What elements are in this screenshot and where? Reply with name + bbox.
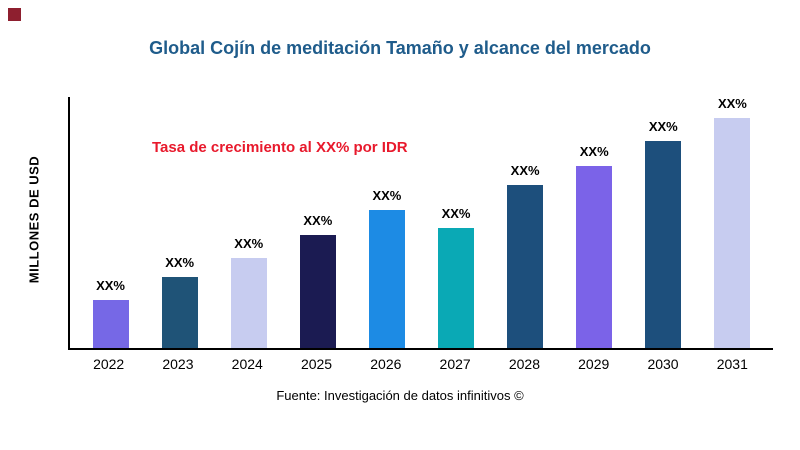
bar-value-label: XX% (372, 188, 402, 203)
bar (507, 185, 544, 348)
bar-column: XX% (283, 213, 352, 348)
bar-value-label: XX% (441, 206, 471, 221)
bar-value-label: XX% (579, 144, 609, 159)
x-tick-label: 2023 (162, 356, 194, 372)
bar-column: XX% (214, 236, 283, 348)
source-credit: Fuente: Investigación de datos infinitiv… (276, 388, 524, 403)
x-axis-ticks: 2022 2023 2024 2025 2026 2027 2028 2029 2030 2031 (68, 356, 773, 372)
bar-column: XX% (145, 255, 214, 348)
x-tick-label: 2026 (370, 356, 402, 372)
bar (438, 228, 475, 348)
x-tick-label: 2031 (716, 356, 748, 372)
bar-column: XX% (698, 96, 767, 348)
bar-value-label: XX% (303, 213, 333, 228)
bar (161, 277, 198, 348)
bar-column: XX% (421, 206, 490, 348)
x-tick-label: 2025 (300, 356, 333, 372)
x-tick-label: 2027 (439, 356, 471, 372)
bar (230, 258, 267, 348)
x-tick-label: 2024 (231, 356, 263, 372)
bar-column: XX% (560, 144, 629, 348)
bar-value-label: XX% (648, 119, 678, 134)
y-axis-label: MILLONES DE USD (26, 155, 42, 284)
bar-value-label: XX% (96, 278, 125, 293)
x-tick-label: 2028 (508, 356, 540, 372)
bar (299, 235, 336, 348)
plot-area: Tasa de crecimiento al XX% por IDR XX% XX… (68, 96, 773, 350)
chart-title: Global Cojín de meditación Tamaño y alca… (149, 38, 651, 58)
brand-corner-mark (8, 8, 21, 21)
bar (368, 210, 405, 348)
bar (645, 141, 682, 348)
bar (714, 118, 751, 348)
bar-value-label: XX% (234, 236, 264, 251)
x-tick-label: 2030 (647, 356, 679, 372)
bar-column: XX% (491, 163, 560, 348)
bar (576, 166, 613, 348)
bar-value-label: XX% (717, 96, 747, 111)
bar (92, 300, 129, 348)
x-tick-label: 2022 (93, 356, 125, 372)
bar-value-label: XX% (510, 163, 540, 178)
bar-column: XX% (352, 188, 421, 348)
growth-rate-annotation: Tasa de crecimiento al XX% por IDR (152, 139, 408, 156)
bar-column: XX% (76, 278, 145, 348)
bars-row: XX% XX% XX% XX% XX% XX% XX% XX% XX% XX% (70, 96, 773, 348)
bar-value-label: XX% (165, 255, 195, 270)
x-tick-label: 2029 (578, 356, 610, 372)
bar-column: XX% (629, 119, 698, 348)
